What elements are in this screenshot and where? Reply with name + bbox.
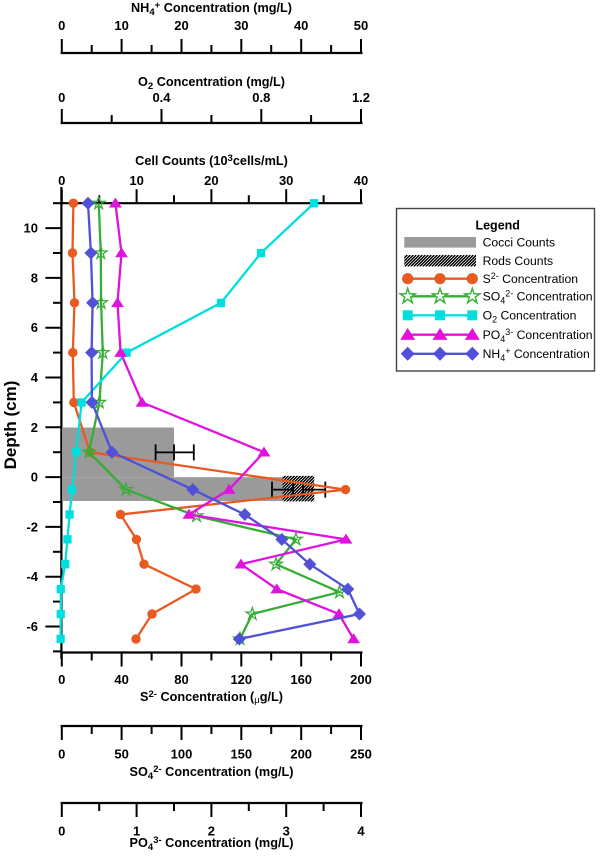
svg-text:Rods Counts: Rods Counts (483, 254, 553, 268)
svg-text:0: 0 (58, 90, 65, 105)
svg-text:1.2: 1.2 (352, 90, 370, 105)
svg-text:O2 Concentration: O2 Concentration (483, 309, 577, 325)
svg-text:NH4+ Concentration (mg/L): NH4+ Concentration (mg/L) (131, 0, 292, 18)
svg-text:0: 0 (31, 470, 38, 485)
svg-text:4: 4 (31, 370, 39, 385)
svg-text:PO43- Concentration (mg/L): PO43- Concentration (mg/L) (130, 835, 294, 853)
svg-text:4: 4 (357, 824, 365, 839)
svg-text:3: 3 (283, 824, 290, 839)
svg-text:40: 40 (114, 672, 128, 687)
svg-text:0: 0 (58, 824, 65, 839)
svg-text:SO42- Concentration: SO42- Concentration (483, 289, 593, 306)
svg-text:200: 200 (290, 747, 312, 762)
svg-text:2: 2 (31, 420, 38, 435)
svg-text:0: 0 (58, 747, 65, 762)
svg-text:120: 120 (230, 672, 252, 687)
svg-text:8: 8 (31, 270, 38, 285)
svg-text:Legend: Legend (475, 219, 519, 233)
svg-text:SO42- Concentration (mg/L): SO42- Concentration (mg/L) (130, 764, 294, 782)
svg-text:0.4: 0.4 (152, 90, 171, 105)
svg-text:S2- Concentration: S2- Concentration (483, 271, 578, 286)
svg-text:80: 80 (174, 672, 188, 687)
svg-text:-6: -6 (26, 619, 38, 634)
svg-text:150: 150 (230, 747, 252, 762)
svg-text:NH4+ Concentration: NH4+ Concentration (483, 346, 590, 363)
svg-text:40: 40 (354, 173, 368, 188)
svg-text:100: 100 (171, 747, 193, 762)
svg-text:50: 50 (114, 747, 128, 762)
svg-text:-4: -4 (26, 569, 38, 584)
svg-text:0: 0 (58, 672, 65, 687)
svg-text:O2 Concentration (mg/L): O2 Concentration (mg/L) (138, 75, 285, 92)
svg-text:40: 40 (294, 18, 308, 33)
svg-text:Depth (cm): Depth (cm) (1, 381, 20, 470)
svg-text:0.8: 0.8 (252, 90, 270, 105)
svg-text:20: 20 (204, 173, 218, 188)
svg-text:Cell Counts (103cells/mL): Cell Counts (103cells/mL) (135, 153, 288, 168)
svg-text:160: 160 (290, 672, 312, 687)
svg-text:1: 1 (133, 824, 140, 839)
svg-text:50: 50 (354, 18, 368, 33)
svg-text:20: 20 (174, 18, 188, 33)
svg-text:30: 30 (279, 173, 293, 188)
svg-text:-2: -2 (26, 519, 38, 534)
svg-text:PO43- Concentration: PO43- Concentration (483, 327, 593, 344)
svg-text:30: 30 (234, 18, 248, 33)
svg-text:0: 0 (58, 173, 65, 188)
svg-text:10: 10 (114, 18, 128, 33)
svg-text:10: 10 (24, 221, 38, 236)
svg-text:200: 200 (350, 672, 372, 687)
svg-text:250: 250 (350, 747, 372, 762)
svg-text:2: 2 (208, 824, 215, 839)
svg-text:Cocci Counts: Cocci Counts (483, 236, 555, 250)
svg-text:10: 10 (129, 173, 143, 188)
svg-text:0: 0 (58, 18, 65, 33)
svg-text:6: 6 (31, 320, 38, 335)
svg-text:S2- Concentration (μg/L): S2- Concentration (μg/L) (140, 689, 283, 706)
